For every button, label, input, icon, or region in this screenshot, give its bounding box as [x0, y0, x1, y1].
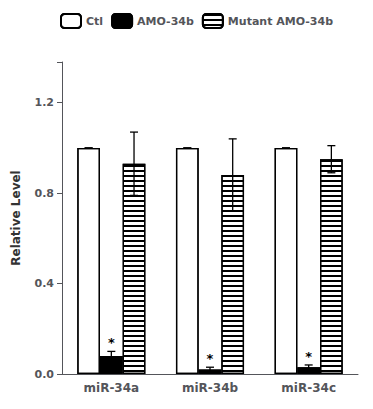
svg-text:0.8: 0.8: [35, 187, 55, 200]
svg-text:miR-34c: miR-34c: [281, 381, 336, 395]
svg-text:0.4: 0.4: [35, 277, 55, 290]
svg-text:Ctl: Ctl: [86, 15, 103, 28]
svg-text:Mutant AMO-34b: Mutant AMO-34b: [228, 15, 333, 28]
svg-text:0.0: 0.0: [35, 368, 55, 381]
svg-text:miR-34b: miR-34b: [182, 381, 239, 395]
svg-text:1.2: 1.2: [35, 96, 55, 109]
svg-text:AMO-34b: AMO-34b: [137, 15, 194, 28]
svg-text:Relative Level: Relative Level: [9, 170, 23, 265]
svg-text:miR-34a: miR-34a: [84, 381, 140, 395]
svg-text:*: *: [305, 349, 312, 364]
svg-text:*: *: [108, 335, 115, 350]
svg-text:*: *: [207, 351, 214, 366]
